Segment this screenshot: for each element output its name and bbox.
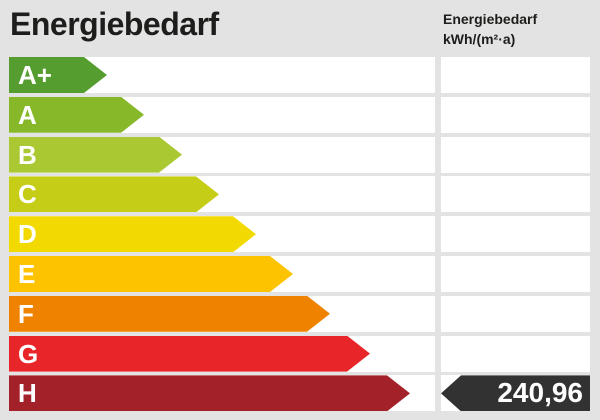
band-label: E bbox=[18, 258, 36, 289]
band-arrow-B: B bbox=[9, 137, 182, 173]
band-label: F bbox=[18, 298, 34, 329]
value-track bbox=[441, 295, 590, 332]
unit-label: Energiebedarf kWh/(m²·a) bbox=[443, 9, 537, 49]
band-row-A: A bbox=[9, 96, 590, 133]
value-track bbox=[441, 335, 590, 372]
band-label: G bbox=[18, 338, 39, 369]
band-label: C bbox=[18, 179, 37, 210]
value-track bbox=[441, 176, 590, 213]
band-row-G: G bbox=[9, 335, 590, 372]
value-track bbox=[441, 255, 590, 292]
band-arrow-A+: A+ bbox=[9, 57, 107, 93]
band-label: D bbox=[18, 219, 37, 250]
value-track bbox=[441, 136, 590, 173]
band-track: H bbox=[9, 375, 435, 412]
band-label: B bbox=[18, 139, 37, 170]
band-track: A bbox=[9, 96, 435, 133]
band-row-H: H 240,96 bbox=[9, 375, 590, 412]
value-track bbox=[441, 216, 590, 253]
value-track: 240,96 bbox=[441, 375, 590, 412]
band-row-C: C bbox=[9, 176, 590, 213]
page-title: Energiebedarf bbox=[10, 6, 219, 42]
band-arrow-G: G bbox=[9, 336, 370, 372]
value-text: 240,96 bbox=[497, 377, 583, 409]
band-row-A+: A+ bbox=[9, 57, 590, 93]
band-track: D bbox=[9, 216, 435, 253]
band-label: A+ bbox=[18, 60, 52, 90]
band-track: G bbox=[9, 335, 435, 372]
value-track bbox=[441, 57, 590, 93]
band-row-B: B bbox=[9, 136, 590, 173]
band-label: A bbox=[18, 99, 37, 130]
unit-label-line1: Energiebedarf bbox=[443, 11, 538, 27]
band-arrow-A: A bbox=[9, 97, 144, 133]
band-arrow-D: D bbox=[9, 216, 256, 252]
value-track bbox=[441, 96, 590, 133]
band-track: A+ bbox=[9, 57, 435, 93]
band-row-E: E bbox=[9, 255, 590, 292]
band-track: E bbox=[9, 255, 435, 292]
band-arrow-C: C bbox=[9, 176, 219, 212]
band-arrow-F: F bbox=[9, 296, 330, 332]
unit-label-line2: kWh/(m²·a) bbox=[443, 31, 516, 47]
band-label: H bbox=[18, 378, 37, 409]
band-arrow-E: E bbox=[9, 256, 293, 292]
band-track: C bbox=[9, 176, 435, 213]
value-indicator: 240,96 bbox=[441, 375, 590, 412]
band-track: B bbox=[9, 136, 435, 173]
band-arrow-H: H bbox=[9, 375, 410, 411]
energy-scale: A+ A B C D bbox=[9, 57, 590, 412]
band-row-D: D bbox=[9, 216, 590, 253]
band-row-F: F bbox=[9, 295, 590, 332]
band-track: F bbox=[9, 295, 435, 332]
